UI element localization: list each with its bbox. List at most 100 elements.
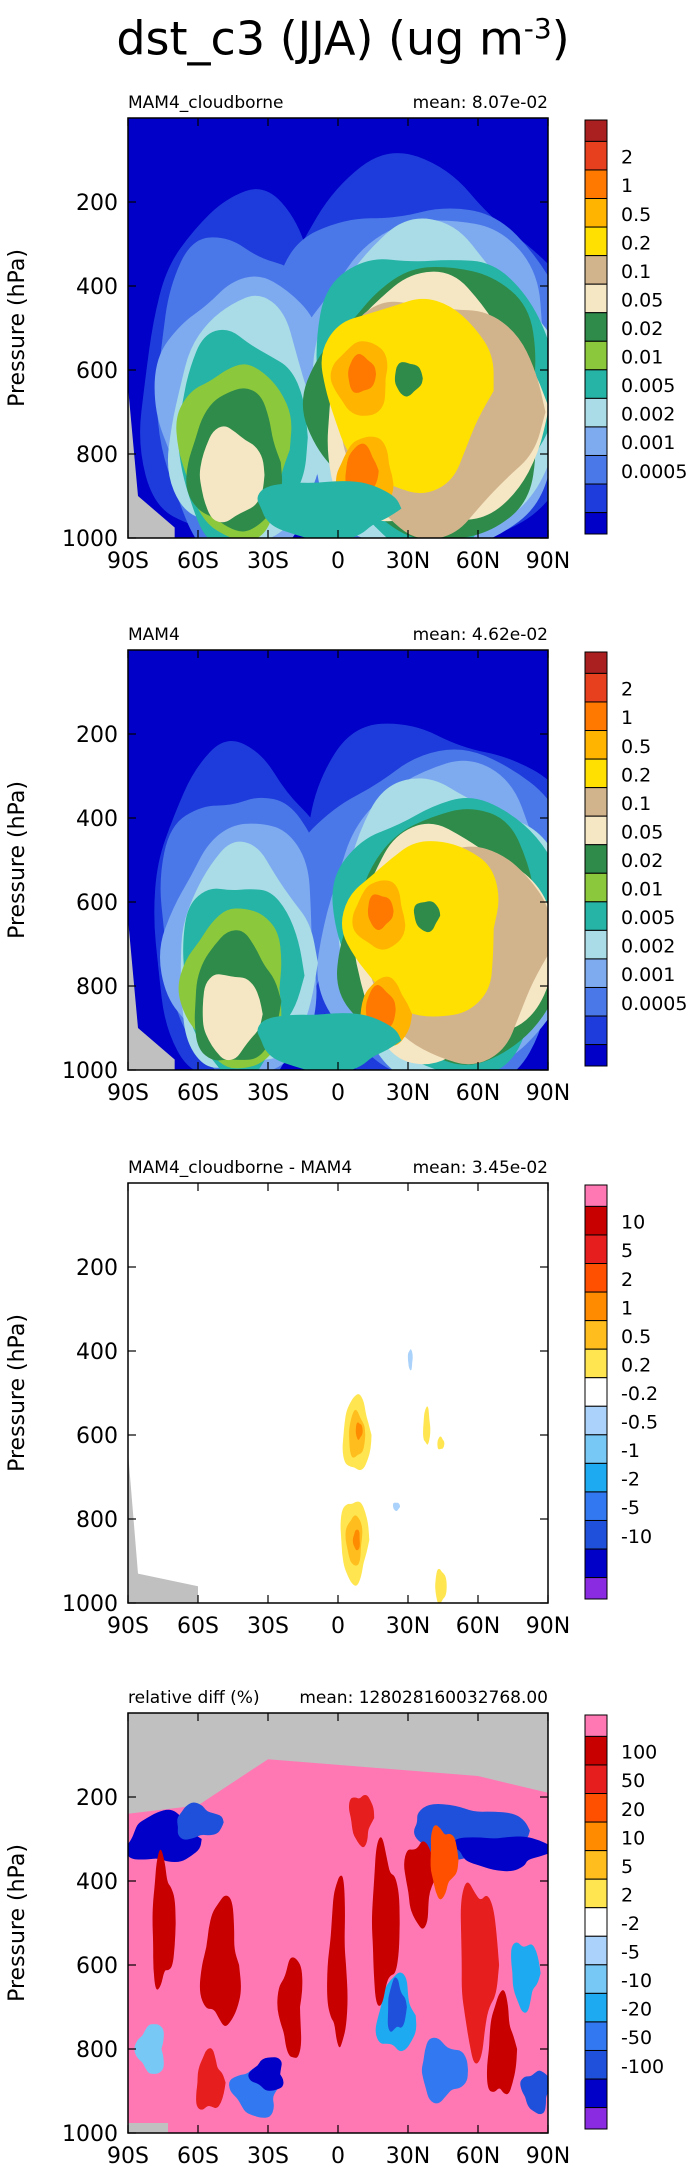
contour-level-13 [277, 1957, 303, 2058]
contour-level-2 [387, 1977, 407, 2032]
y-tick-label: 200 [76, 1786, 118, 1811]
colorbar-swatch [584, 1548, 608, 1579]
y-axis-label: Pressure (hPa) [5, 1844, 30, 2002]
colorbar-swatch [584, 198, 608, 228]
contour-level-5 [134, 2024, 164, 2074]
colorbar-swatch [584, 986, 608, 1017]
contour-level-12 [348, 353, 376, 393]
colorbar-swatch [584, 901, 608, 931]
figure-title: dst_c3 (JJA) (ug m-3) [0, 0, 686, 67]
y-tick-label: 1000 [62, 1592, 118, 1617]
contour-level-7 [394, 362, 423, 397]
contour-level-12 [345, 443, 379, 494]
y-tick-label: 1000 [62, 1059, 118, 1084]
x-tick-label: 60S [177, 1081, 219, 1106]
colorbar-swatch [584, 1184, 608, 1207]
background-fill [128, 1183, 548, 1603]
x-tick-label: 0 [331, 1081, 345, 1106]
colorbar-swatch [584, 169, 608, 200]
colorbar-label: -2 [621, 1469, 640, 1491]
colorbar-swatch [584, 872, 608, 903]
contour-level-7 [413, 901, 441, 933]
colorbar-swatch [584, 1234, 608, 1265]
colorbar-label: 1 [621, 1297, 633, 1319]
colorbar-label: 0.5 [621, 1326, 651, 1348]
y-tick-label: 800 [76, 2038, 118, 2063]
colorbar-label: -1 [621, 1440, 640, 1462]
colorbar-swatch [584, 958, 608, 988]
colorbar-swatch [584, 226, 608, 257]
contour-level-13 [152, 1849, 176, 1990]
x-tick-label: 90N [526, 549, 570, 574]
contour-level-6 [393, 1502, 401, 1511]
colorbar-swatch [584, 119, 608, 142]
colorbar-swatch [584, 1015, 608, 1046]
x-tick-label: 60S [177, 2144, 219, 2169]
figure-title-main: dst_c3 (JJA) (ug m [116, 11, 524, 66]
colorbar-swatch [584, 283, 608, 314]
x-tick-label: 30S [247, 1614, 289, 1639]
colorbar-label: 0.5 [621, 204, 651, 226]
colorbar-swatch [584, 454, 608, 485]
contour-level-4 [511, 1942, 541, 2013]
colorbar-swatch [584, 312, 608, 342]
plot-area [128, 650, 548, 1070]
x-tick-label: 0 [331, 1614, 345, 1639]
colorbar-label: 0.001 [621, 432, 675, 454]
colorbar-swatch [584, 483, 608, 514]
y-axis-label: Pressure (hPa) [5, 1314, 30, 1472]
contour-level-12 [367, 894, 394, 931]
colorbar-label: 100 [621, 1742, 657, 1764]
colorbar-swatch [584, 1878, 608, 1909]
colorbar-swatch [584, 672, 608, 703]
y-axis-label: Pressure (hPa) [5, 249, 30, 407]
missing-data [128, 1451, 198, 1603]
colorbar-label: 1 [621, 175, 633, 197]
panel-2: MAM4 mean: 4.62e-02 90S 60S 30S 0 30N 60N 90N 200… [5, 625, 686, 1106]
colorbar-label: 0.1 [621, 261, 651, 283]
colorbar-swatch [584, 730, 608, 760]
x-tick-label: 30N [386, 549, 430, 574]
missing-data [128, 1713, 548, 1814]
colorbar-swatch [584, 1793, 608, 1823]
panel-4: relative diff (%) mean: 128028160032768.0… [5, 1688, 664, 2169]
colorbar-swatch [584, 1205, 608, 1236]
colorbar-label: 0.005 [621, 375, 675, 397]
x-tick-label: 90S [107, 1081, 149, 1106]
contour-level-1 [453, 1836, 548, 1872]
colorbar-label: 20 [621, 1799, 645, 1821]
contour-level-5 [257, 1013, 402, 1070]
mean-label: mean: 3.45e-02 [413, 1158, 548, 1178]
colorbar-swatch [584, 1519, 608, 1550]
colorbar-label: 5 [621, 1856, 633, 1878]
contour-level-8 [423, 1406, 431, 1445]
colorbar-swatch [584, 426, 608, 456]
colorbar-swatch [584, 1320, 608, 1350]
colorbar-label: -20 [621, 1999, 652, 2021]
plot-area [128, 118, 548, 538]
x-tick-label: 90S [107, 2144, 149, 2169]
missing-data [128, 918, 175, 1070]
colorbar-label: -50 [621, 2027, 652, 2049]
colorbar-label: 0.005 [621, 907, 675, 929]
panel-label: relative diff (%) [128, 1688, 260, 1708]
colorbar-swatch [584, 1964, 608, 1994]
y-tick-label: 400 [76, 1870, 118, 1895]
x-tick-label: 0 [331, 2144, 345, 2169]
y-tick-label: 600 [76, 1954, 118, 1979]
colorbar-label: 0.05 [621, 289, 663, 311]
colorbar-label: 0.001 [621, 964, 675, 986]
colorbar-label: -10 [621, 1970, 652, 1992]
colorbar-label: -100 [621, 2056, 664, 2078]
colorbar-swatch [584, 1263, 608, 1293]
y-tick-label: 800 [76, 1508, 118, 1533]
x-tick-label: 30N [386, 1614, 430, 1639]
contour-level-12 [348, 1794, 375, 1848]
x-tick-label: 60N [456, 1081, 500, 1106]
colorbar-swatch [584, 1577, 608, 1600]
colorbar-swatch [584, 1735, 608, 1766]
contour-level-8 [199, 426, 265, 523]
figure-title-close: ) [551, 11, 570, 66]
colorbar-label: 0.2 [621, 1354, 651, 1376]
y-tick-label: 600 [76, 1424, 118, 1449]
